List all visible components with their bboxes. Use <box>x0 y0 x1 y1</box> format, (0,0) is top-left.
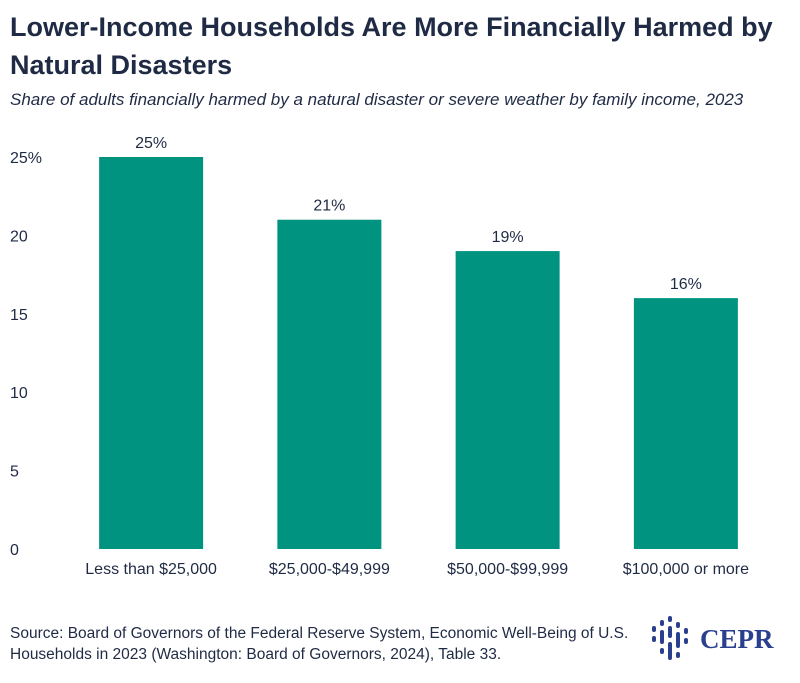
logo-mark <box>668 626 672 638</box>
logo-mark <box>660 648 664 654</box>
y-tick-label: 15 <box>10 307 28 324</box>
chart-title: Lower-Income Households Are More Financi… <box>10 12 773 80</box>
logo-mark <box>668 616 672 622</box>
logo-mark <box>652 636 656 642</box>
bar <box>99 157 204 549</box>
y-tick-label: 5 <box>10 464 19 481</box>
chart-subtitle: Share of adults financially harmed by a … <box>10 90 744 109</box>
x-category-label: $100,000 or more <box>623 561 749 578</box>
bar-value-label: 25% <box>135 135 167 152</box>
y-tick-label: 10 <box>10 385 28 402</box>
source-note: Source: Board of Governors of the Federa… <box>10 625 629 663</box>
x-category-label: $50,000-$99,999 <box>447 561 568 578</box>
cepr-logo-icon <box>652 616 688 660</box>
logo-mark <box>676 622 680 628</box>
bar-value-label: 21% <box>313 198 345 215</box>
logo-mark <box>676 652 680 658</box>
logo-mark <box>660 630 664 644</box>
y-tick-label: 0 <box>10 542 19 559</box>
y-tick-label: 25% <box>10 150 42 167</box>
bar-chart: 0 5 10 15 20 25% 25% Less than $25,000 21% $25,00… <box>10 135 749 578</box>
y-tick-label: 20 <box>10 228 28 245</box>
bar-value-label: 16% <box>670 276 702 293</box>
logo-mark <box>684 638 688 644</box>
bar <box>633 298 738 549</box>
bar <box>277 219 382 549</box>
x-category-label: $25,000-$49,999 <box>269 561 390 578</box>
cepr-logo-text: CEPR <box>700 624 774 654</box>
logo-mark <box>660 620 664 626</box>
bar <box>455 251 560 549</box>
logo-mark <box>684 628 688 634</box>
logo-mark <box>652 626 656 632</box>
logo-mark <box>676 632 680 648</box>
x-category-label: Less than $25,000 <box>85 561 217 578</box>
cepr-logo: CEPR <box>652 616 774 660</box>
bar-value-label: 19% <box>492 229 524 246</box>
logo-mark <box>668 642 672 660</box>
